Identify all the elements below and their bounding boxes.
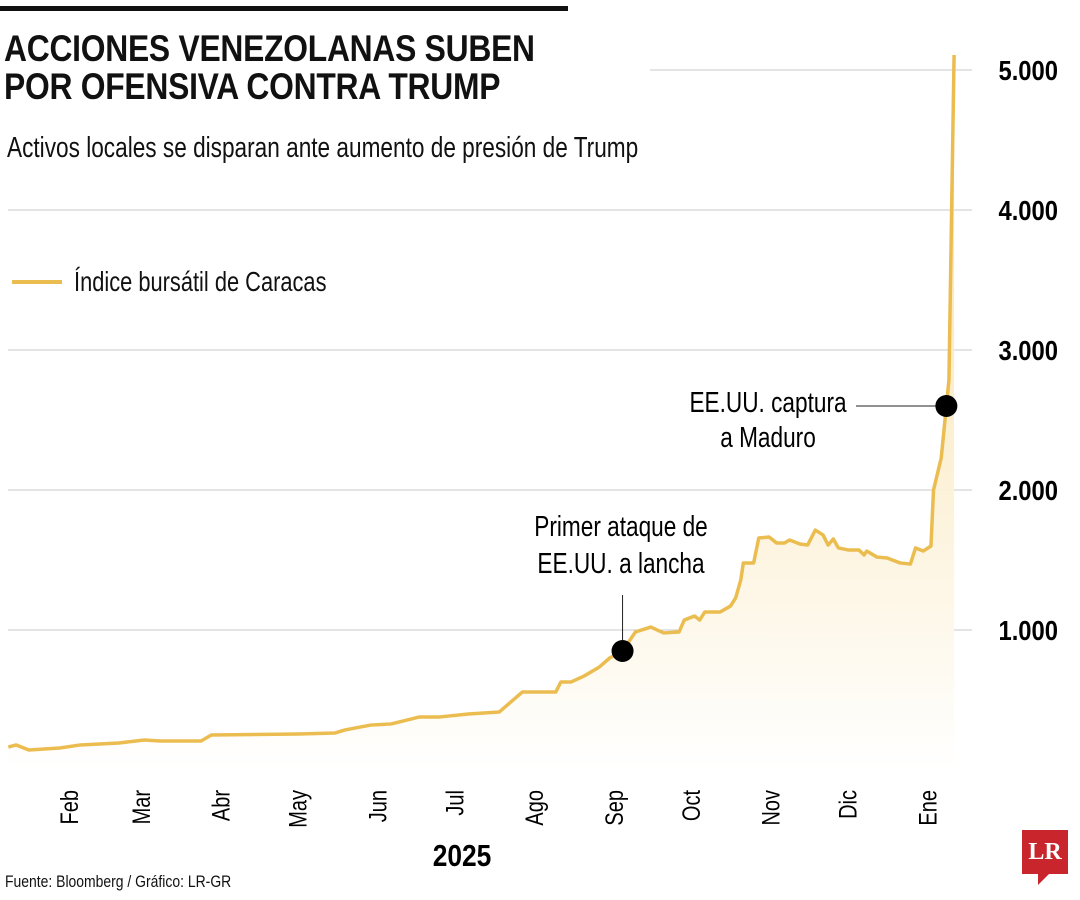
x-tick-label: Sep: [601, 790, 629, 826]
chart-subtitle: Activos locales se disparan ante aumento…: [7, 132, 639, 164]
legend-swatch: [12, 280, 62, 284]
x-tick-label: Oct: [678, 789, 706, 821]
series-line: [7, 54, 956, 752]
annotation-text: EE.UU. a lancha: [537, 546, 705, 579]
legend-label: Índice bursátil de Caracas: [74, 266, 327, 297]
y-tick-label: 5.000: [998, 54, 1058, 86]
annotation-text: a Maduro: [720, 420, 816, 453]
x-tick-label: Dic: [835, 790, 863, 819]
title-line-1: ACCIONES VENEZOLANAS SUBEN: [4, 28, 535, 69]
x-tick-label: Abr: [208, 790, 236, 822]
x-axis-label: 2025: [433, 839, 492, 873]
x-tick-label: May: [285, 789, 313, 827]
logo-text: LR: [1028, 838, 1062, 865]
annotation-text: EE.UU. captura: [689, 385, 847, 418]
chart-title: ACCIONES VENEZOLANAS SUBEN POR OFENSIVA …: [4, 30, 535, 106]
x-tick-label: Jun: [364, 790, 392, 822]
top-rule: [0, 6, 568, 11]
y-tick-label: 4.000: [998, 194, 1058, 226]
annotation-marker: [611, 640, 634, 662]
x-tick-label: Ene: [914, 790, 942, 826]
legend: Índice bursátil de Caracas: [12, 266, 398, 298]
lr-logo: LR: [1022, 830, 1068, 885]
x-tick-label: Ago: [521, 790, 549, 826]
x-tick-label: Jul: [441, 790, 469, 816]
source-note: Fuente: Bloomberg / Gráfico: LR-GR: [5, 872, 232, 891]
annotation-text: Primer ataque de: [534, 509, 707, 542]
series-area: [8, 55, 955, 770]
y-tick-label: 3.000: [998, 334, 1058, 366]
y-tick-label: 1.000: [998, 614, 1058, 646]
x-tick-label: Mar: [128, 790, 156, 825]
x-tick-label: Feb: [56, 790, 84, 824]
y-tick-label: 2.000: [998, 474, 1058, 506]
x-tick-label: Nov: [758, 789, 786, 825]
annotation-marker: [935, 395, 958, 417]
title-line-2: POR OFENSIVA CONTRA TRUMP: [4, 66, 501, 107]
